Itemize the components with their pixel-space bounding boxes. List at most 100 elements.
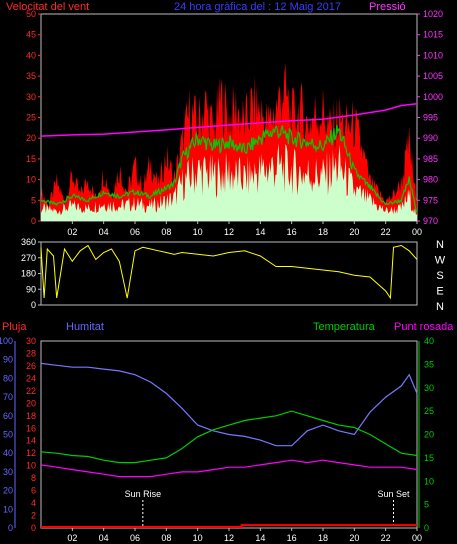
rain-tick-label: 24 [26, 373, 36, 383]
temperature-tick-label: 15 [424, 453, 434, 463]
rain-series [41, 524, 417, 528]
humidity-tick-label: 10 [3, 504, 13, 514]
direction-tick-label: 0 [31, 300, 36, 310]
wind-tick-label: 50 [26, 9, 36, 19]
temperature-tick-label: 25 [424, 406, 434, 416]
wind-tick-label: 10 [26, 175, 36, 185]
wind-tick-label: 15 [26, 154, 36, 164]
rain-tick-label: 16 [26, 423, 36, 433]
pressure-tick-label: 1015 [423, 30, 443, 40]
rain-tick-label: 22 [26, 386, 36, 396]
wind-direction-series [40, 244, 418, 300]
temp-x-tick-label: 12 [224, 533, 234, 543]
wind-axis-label: Velocitat del vent [6, 1, 89, 13]
temp-x-tick-label: 02 [67, 533, 77, 543]
pressure-axis-label: Pressió [369, 1, 406, 13]
sunrise-label: Sun Rise [125, 489, 162, 499]
humidity-tick-label: 80 [3, 373, 13, 383]
temp-x-tick-label: 14 [255, 533, 265, 543]
temp-x-tick-label: 00 [412, 533, 422, 543]
rain-tick-label: 10 [26, 461, 36, 471]
temperature-humidity-panel: Pluja Humitat Temperatura Punt rosada 0 1… [0, 321, 454, 543]
pressure-tick-label: 1005 [423, 71, 443, 81]
rain-tick-label: 30 [26, 336, 36, 346]
rain-tick-label: 26 [26, 361, 36, 371]
wind-tick-label: 25 [26, 113, 36, 123]
wind-x-tick-label: 00 [412, 227, 422, 237]
direction-tick-label: 90 [26, 284, 36, 294]
wind-x-ticks: 02 04 06 08 10 12 14 16 18 20 22 00 [67, 221, 422, 237]
temperature-tick-label: 30 [424, 383, 434, 393]
rain-tick-label: 8 [31, 473, 36, 483]
pressure-y-ticks: 970 975 980 985 990 995 1000 1005 1010 1015 1020 [417, 9, 443, 226]
humidity-tick-label: 30 [3, 467, 13, 477]
temp-x-tick-label: 08 [161, 533, 171, 543]
rain-axis-label: Pluja [2, 321, 27, 333]
wind-x-tick-label: 04 [99, 227, 109, 237]
humidity-y-ticks: 0 10 20 30 40 50 60 70 80 90 100 [0, 336, 13, 533]
sun-markers: Sun Rise Sun Set [125, 489, 410, 528]
rain-tick-label: 6 [31, 486, 36, 496]
wind-x-tick-label: 20 [349, 227, 359, 237]
temp-x-tick-label: 04 [99, 533, 109, 543]
wind-x-tick-label: 12 [224, 227, 234, 237]
wind-x-tick-label: 18 [318, 227, 328, 237]
humidity-tick-label: 100 [0, 336, 13, 346]
compass-label: W [435, 255, 446, 267]
wind-speed-series [40, 124, 418, 214]
temp-x-tick-label: 18 [318, 533, 328, 543]
temperature-tick-label: 40 [424, 336, 434, 346]
humidity-tick-label: 90 [3, 355, 13, 365]
direction-tick-label: 180 [21, 269, 36, 279]
pressure-tick-label: 995 [423, 113, 438, 123]
humidity-tick-label: 60 [3, 411, 13, 421]
rain-tick-label: 0 [31, 523, 36, 533]
pressure-tick-label: 985 [423, 154, 438, 164]
pressure-tick-label: 1000 [423, 92, 443, 102]
humidity-tick-label: 50 [3, 430, 13, 440]
temperature-tick-label: 10 [424, 476, 434, 486]
rain-tick-label: 18 [26, 411, 36, 421]
wind-tick-label: 20 [26, 133, 36, 143]
temperature-series [40, 410, 418, 464]
pressure-tick-label: 990 [423, 133, 438, 143]
wind-pressure-panel: Velocitat del vent 24 hora gràfica del :… [6, 1, 443, 237]
compass-label: S [436, 270, 443, 282]
wind-tick-label: 40 [26, 50, 36, 60]
direction-plot-frame [40, 241, 418, 306]
temperature-tick-label: 35 [424, 359, 434, 369]
humidity-series [40, 362, 418, 447]
humidity-tick-label: 0 [8, 523, 13, 533]
temp-x-tick-label: 06 [130, 533, 140, 543]
wind-y-ticks: 0 5 10 15 20 25 30 35 40 45 50 [26, 9, 41, 226]
rain-tick-label: 14 [26, 436, 36, 446]
dewpoint-series [40, 459, 418, 478]
lull-series [41, 143, 417, 221]
wind-x-tick-label: 08 [161, 227, 171, 237]
wind-tick-label: 5 [31, 195, 36, 205]
compass-label: E [436, 286, 443, 298]
temp-x-tick-label: 16 [287, 533, 297, 543]
sunset-label: Sun Set [377, 489, 410, 499]
rain-tick-label: 2 [31, 511, 36, 521]
rain-tick-label: 12 [26, 448, 36, 458]
wind-tick-label: 0 [31, 216, 36, 226]
temperature-tick-label: 0 [424, 523, 429, 533]
temp-x-ticks: 02 04 06 08 10 12 14 16 18 20 22 00 [67, 528, 422, 543]
wind-x-tick-label: 22 [381, 227, 391, 237]
compass-label: N [436, 239, 444, 251]
wind-tick-label: 30 [26, 92, 36, 102]
direction-tick-label: 360 [21, 237, 36, 247]
wind-tick-label: 45 [26, 30, 36, 40]
humidity-tick-label: 70 [3, 392, 13, 402]
temperature-y-ticks: 0 5 10 15 20 25 30 35 40 [424, 336, 434, 533]
chart-title: 24 hora gràfica del : 12 Maig 2017 [174, 1, 341, 13]
wind-tick-label: 35 [26, 71, 36, 81]
wind-x-tick-label: 10 [193, 227, 203, 237]
humidity-tick-label: 20 [3, 486, 13, 496]
wind-x-tick-label: 16 [287, 227, 297, 237]
